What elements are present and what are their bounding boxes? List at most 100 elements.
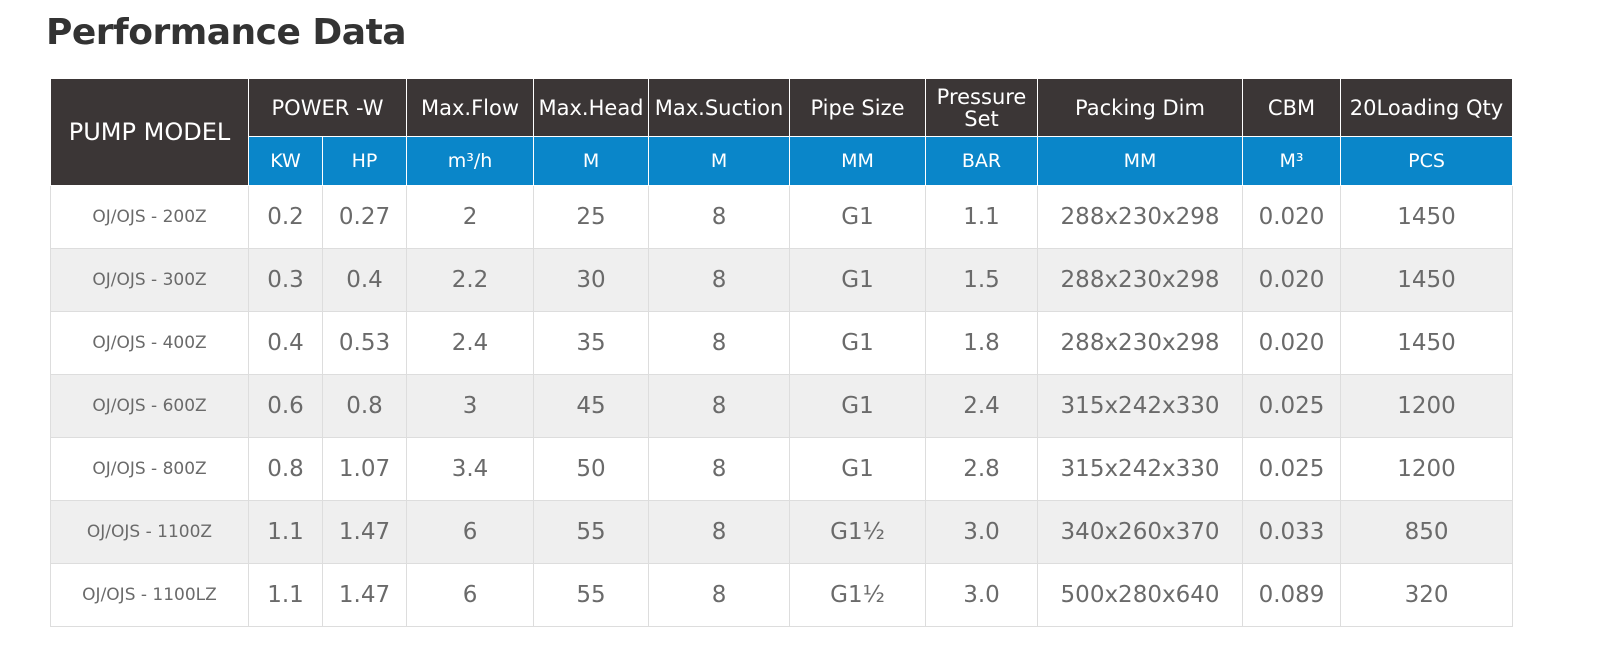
column-header: 20Loading Qty	[1340, 78, 1514, 137]
data-cell: 0.4	[248, 311, 323, 375]
column-header: Pressure Set	[925, 78, 1039, 137]
data-cell: 45	[533, 374, 650, 438]
data-cell: 0.020	[1242, 248, 1342, 312]
column-header: CBM	[1242, 78, 1342, 137]
data-cell: 288x230x298	[1037, 248, 1244, 312]
data-cell: 850	[1340, 500, 1514, 564]
unit-header: m³/h	[406, 136, 535, 186]
data-row: OJ/OJS - 400Z 0.4 0.53 2.4 35 8 G1 1.8 288x230x2…	[50, 311, 1514, 375]
data-row: OJ/OJS - 600Z 0.6 0.8 3 45 8 G1 2.4 315x242x330 0…	[50, 374, 1514, 438]
data-cell: 3.0	[925, 563, 1039, 627]
data-cell: 1.5	[925, 248, 1039, 312]
data-cell: 0.6	[248, 374, 323, 438]
column-header: Max.Flow	[406, 78, 535, 137]
data-cell: 55	[533, 500, 650, 564]
page-title: Performance Data	[46, 12, 407, 53]
data-cell: 1.07	[321, 437, 408, 501]
data-cell: 1450	[1340, 311, 1514, 375]
data-cell: 288x230x298	[1037, 311, 1244, 375]
data-cell: 1.47	[321, 500, 408, 564]
data-cell: 1.47	[321, 563, 408, 627]
data-cell: 0.4	[321, 248, 408, 312]
data-cell: 0.089	[1242, 563, 1342, 627]
data-cell: 8	[648, 374, 791, 438]
data-cell: 3.4	[406, 437, 535, 501]
data-cell: 6	[406, 563, 535, 627]
data-cell: 2	[406, 185, 535, 249]
unit-header: MM	[789, 136, 927, 186]
data-cell: 0.8	[321, 374, 408, 438]
data-cell: 1200	[1340, 437, 1514, 501]
data-cell: 2.4	[925, 374, 1039, 438]
model-cell: OJ/OJS - 300Z	[50, 248, 249, 312]
data-cell: G1½	[789, 563, 927, 627]
unit-header: M	[533, 136, 650, 186]
column-header: POWER -W	[247, 78, 408, 137]
unit-header: MM	[1037, 136, 1244, 186]
data-cell: 1.1	[925, 185, 1039, 249]
column-header: Pipe Size	[789, 78, 927, 137]
unit-header: KW	[248, 136, 323, 186]
model-cell: OJ/OJS - 1100LZ	[50, 563, 249, 627]
data-cell: 0.53	[321, 311, 408, 375]
data-cell: 8	[648, 248, 791, 312]
model-cell: OJ/OJS - 1100Z	[50, 500, 249, 564]
data-cell: 320	[1340, 563, 1514, 627]
unit-header: BAR	[925, 136, 1039, 186]
data-cell: 0.020	[1242, 311, 1342, 375]
data-cell: 0.025	[1242, 374, 1342, 438]
data-cell: 315x242x330	[1037, 374, 1244, 438]
data-cell: 1.1	[248, 500, 323, 564]
data-cell: G1	[789, 248, 927, 312]
data-cell: 0.020	[1242, 185, 1342, 249]
column-header: Packing Dim	[1037, 78, 1244, 137]
data-cell: 1.8	[925, 311, 1039, 375]
model-cell: OJ/OJS - 200Z	[50, 185, 249, 249]
data-cell: 55	[533, 563, 650, 627]
data-cell: 8	[648, 311, 791, 375]
data-cell: G1	[789, 311, 927, 375]
data-cell: 6	[406, 500, 535, 564]
data-row: OJ/OJS - 1100LZ 1.1 1.47 6 55 8 G1½ 3.0 500x280x…	[50, 563, 1514, 627]
data-cell: 315x242x330	[1037, 437, 1244, 501]
data-cell: 288x230x298	[1037, 185, 1244, 249]
data-cell: G1	[789, 374, 927, 438]
unit-header: PCS	[1340, 136, 1514, 186]
data-cell: 8	[648, 185, 791, 249]
data-cell: 3.0	[925, 500, 1039, 564]
data-cell: 0.27	[321, 185, 408, 249]
data-cell: 0.8	[248, 437, 323, 501]
column-header: PUMP MODEL	[50, 78, 249, 186]
data-row: OJ/OJS - 1100Z 1.1 1.47 6 55 8 G1½ 3.0 340x260x3…	[50, 500, 1514, 564]
data-cell: G1	[789, 185, 927, 249]
data-cell: 8	[648, 563, 791, 627]
data-cell: 0.2	[248, 185, 323, 249]
model-cell: OJ/OJS - 600Z	[50, 374, 249, 438]
unit-header: M	[648, 136, 791, 186]
data-cell: 0.025	[1242, 437, 1342, 501]
data-cell: G1	[789, 437, 927, 501]
data-cell: 2.4	[406, 311, 535, 375]
column-header: Max.Suction	[648, 78, 791, 137]
data-cell: 8	[648, 437, 791, 501]
data-cell: 2.2	[406, 248, 535, 312]
data-cell: 50	[533, 437, 650, 501]
data-cell: 3	[406, 374, 535, 438]
table-head: PUMP MODEL POWER -W Max.Flow Max.Head Max.Su…	[50, 78, 1514, 186]
performance-table: PUMP MODEL POWER -W Max.Flow Max.Head Max.Su…	[50, 78, 1514, 627]
table-body: OJ/OJS - 200Z 0.2 0.27 2 25 8 G1 1.1 288x230x298…	[50, 185, 1514, 627]
data-cell: 2.8	[925, 437, 1039, 501]
header-row: PUMP MODEL POWER -W Max.Flow Max.Head Max.Su…	[50, 78, 1514, 186]
data-row: OJ/OJS - 800Z 0.8 1.07 3.4 50 8 G1 2.8 315x242x3…	[50, 437, 1514, 501]
data-cell: 30	[533, 248, 650, 312]
model-cell: OJ/OJS - 400Z	[50, 311, 249, 375]
unit-row: KW HP m³/h M M MM BAR MM M³ PCS	[51, 136, 1514, 186]
data-cell: 0.3	[248, 248, 323, 312]
data-cell: 1450	[1340, 185, 1514, 249]
data-cell: 340x260x370	[1037, 500, 1244, 564]
model-cell: OJ/OJS - 800Z	[50, 437, 249, 501]
data-cell: 1.1	[248, 563, 323, 627]
data-cell: G1½	[789, 500, 927, 564]
data-row: OJ/OJS - 300Z 0.3 0.4 2.2 30 8 G1 1.5 288x230x29…	[50, 248, 1514, 312]
